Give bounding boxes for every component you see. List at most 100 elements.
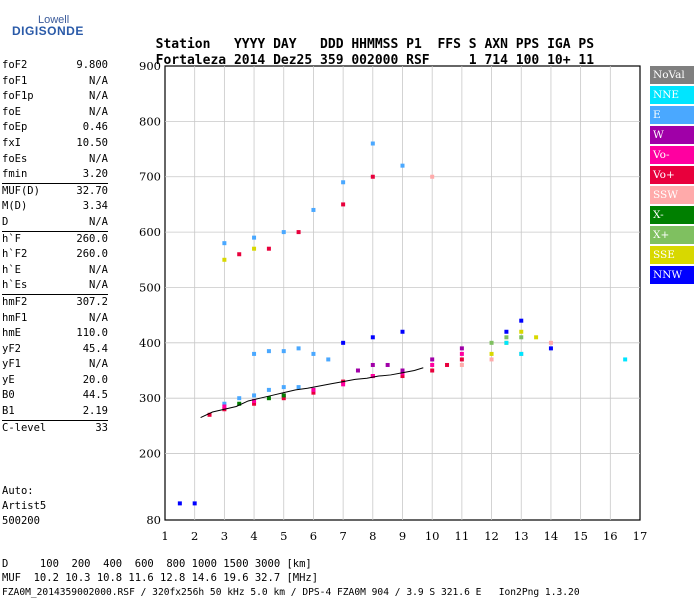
y-tick-label: 400 [139, 336, 161, 350]
param-name: fxI [2, 136, 21, 149]
legend-item-xminus: X- [650, 206, 694, 226]
header-labels: Station YYYY DAY DDD HHMMSS P1 FFS S AXN… [140, 22, 594, 52]
data-point [266, 246, 271, 251]
x-tick-label: 6 [310, 529, 317, 543]
footer-file-info: FZA0M_2014359002000.RSF / 320fx256h 50 k… [2, 587, 580, 598]
data-point [252, 393, 257, 398]
param-name: hmF2 [2, 295, 28, 308]
footer-muf-row: MUF 10.2 10.3 10.8 11.6 12.8 14.6 19.6 3… [2, 572, 319, 584]
header-label-s: S [468, 37, 477, 52]
param-value: N/A [89, 358, 108, 371]
data-point [519, 335, 524, 340]
x-tick-label: 11 [455, 529, 470, 543]
param-value: N/A [89, 215, 108, 228]
x-tick-label: 16 [603, 529, 618, 543]
data-point [489, 351, 494, 356]
data-point [623, 357, 628, 362]
param-name: yF1 [2, 358, 21, 371]
header-label-station: Station [155, 37, 211, 52]
legend-item-nnw: NNW [650, 266, 694, 286]
data-point [489, 340, 494, 345]
param-row: foF1p N/A [2, 89, 108, 105]
param-value: 3.34 [82, 200, 108, 213]
x-tick-label: 4 [250, 529, 257, 543]
data-point [504, 335, 509, 340]
data-point [192, 501, 197, 506]
data-point [519, 351, 524, 356]
legend-item-vominus: Vo- [650, 146, 694, 166]
param-name: foF1p [2, 90, 34, 103]
param-value: 0.46 [82, 121, 108, 134]
param-name: h`E [2, 263, 21, 276]
data-point [281, 230, 286, 235]
data-point [222, 401, 227, 406]
data-point [489, 357, 494, 362]
data-point [370, 174, 375, 179]
legend: NoVal NNE E W Vo- Vo+ SSW X- X+ SSE NNW [650, 66, 694, 286]
data-point [370, 335, 375, 340]
legend-item-ssw: SSW [650, 186, 694, 206]
param-row: h`F2 260.0 [2, 247, 108, 263]
header-label-ps: PS [578, 37, 595, 52]
data-point [281, 385, 286, 390]
param-row: yF1 N/A [2, 357, 108, 373]
param-row: D N/A [2, 215, 108, 231]
data-point [400, 374, 405, 379]
data-point [252, 351, 257, 356]
param-row: yE 20.0 [2, 373, 108, 389]
x-tick-label: 14 [544, 529, 559, 543]
param-name: foEp [2, 121, 28, 134]
data-point [400, 329, 405, 334]
legend-item-nne: NNE [650, 86, 694, 106]
param-name: D [2, 215, 9, 228]
param-name: h`F2 [2, 248, 28, 261]
y-tick-label: 700 [139, 170, 161, 184]
param-name: B1 [2, 405, 15, 418]
header-value-s: 1 [468, 53, 477, 68]
autoscaling-info: Auto: Artist5 500200 [2, 484, 46, 529]
param-name: foF1 [2, 74, 28, 87]
param-row: foEs N/A [2, 152, 108, 168]
auto-label: Auto: [2, 485, 34, 497]
param-value: 44.5 [82, 389, 108, 402]
y-tick-label: 600 [139, 225, 161, 239]
data-point [222, 241, 227, 246]
param-name: h`F [2, 232, 21, 245]
data-point [296, 230, 301, 235]
data-point [222, 404, 227, 409]
header-label-iga: IGA [547, 37, 571, 52]
param-name: M(D) [2, 200, 28, 213]
legend-item-w: W [650, 126, 694, 146]
param-row: hmF2 307.2 [2, 293, 108, 311]
data-point [355, 368, 360, 373]
data-point [370, 374, 375, 379]
y-tick-label: 500 [139, 280, 161, 294]
data-point [207, 412, 212, 417]
param-name: fmin [2, 168, 28, 181]
data-point [548, 340, 553, 345]
param-row: h`F 260.0 [2, 230, 108, 248]
param-row: foE N/A [2, 105, 108, 121]
data-point [281, 396, 286, 401]
data-point [252, 246, 257, 251]
data-point [311, 387, 316, 392]
param-name: hmF1 [2, 311, 28, 324]
param-row: C-level 33 [2, 419, 108, 437]
param-name: foEs [2, 152, 28, 165]
legend-item-noval: NoVal [650, 66, 694, 86]
header-label-hhmmss: HHMMSS [351, 37, 399, 52]
header-value-station: Fortaleza [155, 53, 227, 68]
parameter-list: foF2 9.800 foF1 N/A foF1p N/A foE N/A foEp 0.46 fx… [2, 58, 108, 436]
data-point [400, 371, 405, 376]
data-point [252, 235, 257, 240]
data-point [222, 257, 227, 262]
y-tick-label: 80 [146, 513, 161, 527]
data-point [400, 368, 405, 373]
param-row: yF2 45.4 [2, 342, 108, 358]
x-tick-label: 8 [369, 529, 376, 543]
data-point [341, 202, 346, 207]
param-row: foF2 9.800 [2, 58, 108, 74]
header-label-ffs: FFS [437, 37, 461, 52]
y-tick-label: 300 [139, 391, 161, 405]
data-point [237, 401, 242, 406]
